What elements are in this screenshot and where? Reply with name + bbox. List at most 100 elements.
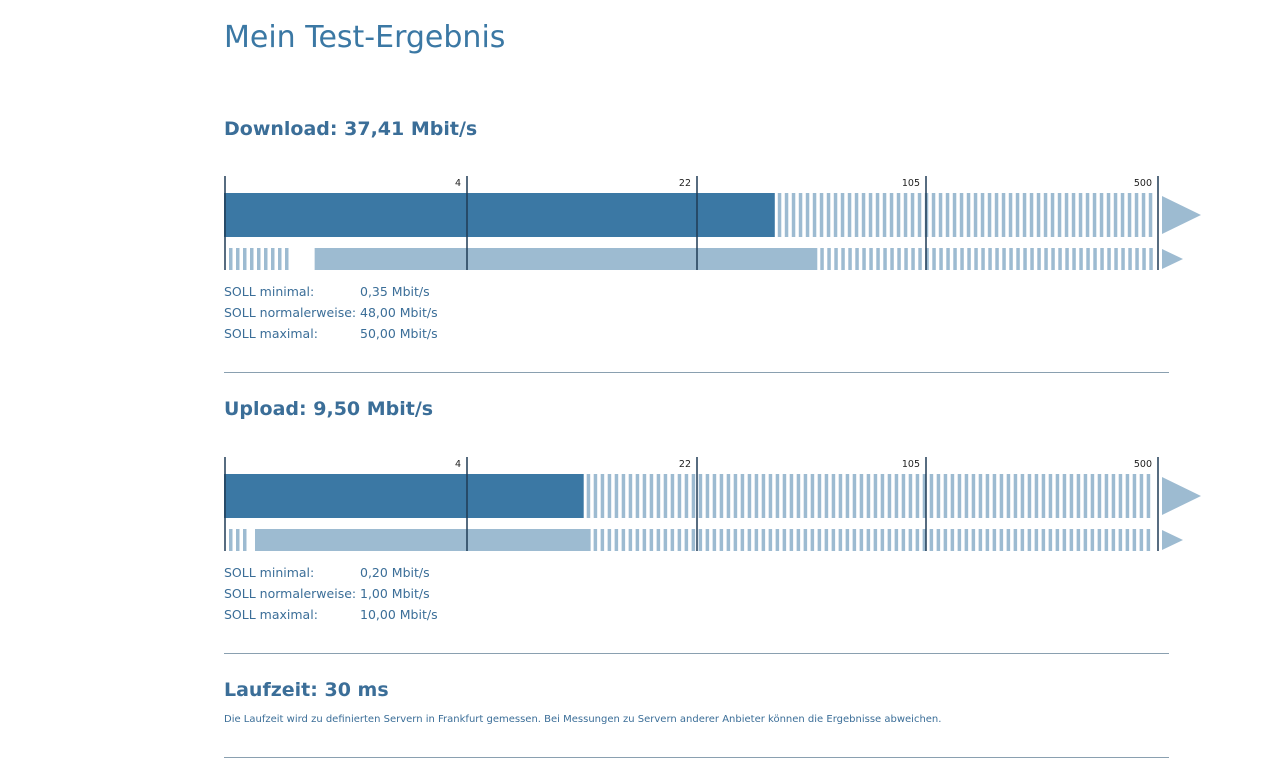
measured-bar-stripe	[712, 474, 717, 518]
measured-bar-stripe	[945, 193, 950, 237]
soll-range-stripe	[789, 529, 794, 551]
measured-bar-stripe	[1041, 474, 1046, 518]
measured-bar-stripe	[819, 193, 824, 237]
measured-bar-stripe	[761, 474, 766, 518]
soll-range-stripe	[999, 529, 1004, 551]
measured-bar-stripe	[894, 474, 899, 518]
soll-row-normal: SOLL normalerweise: 48,00 Mbit/s	[224, 302, 438, 323]
download-heading: Download: 37,41 Mbit/s	[224, 118, 477, 140]
soll-label: SOLL maximal:	[224, 326, 318, 341]
soll-range-stripe	[953, 248, 957, 270]
measured-bar-stripe	[880, 474, 885, 518]
soll-range-stripe	[1093, 248, 1097, 270]
soll-range-stripe	[1044, 248, 1048, 270]
soll-range-stripe	[705, 529, 710, 551]
measured-bar-stripe	[719, 474, 724, 518]
soll-range-stripe	[887, 529, 892, 551]
scale-tick-label: 4	[455, 459, 461, 470]
soll-range-stripe	[995, 248, 999, 270]
soll-range-stripe	[827, 248, 831, 270]
measured-bar-stripe	[980, 193, 985, 237]
measured-bar-stripe	[621, 474, 626, 518]
measured-bar-stripe	[649, 474, 654, 518]
measured-bar-stripe	[838, 474, 843, 518]
measured-bar-stripe	[670, 474, 675, 518]
measured-bar-stripe	[803, 474, 808, 518]
soll-range-stripe	[712, 529, 717, 551]
soll-range-stripe	[719, 529, 724, 551]
download-soll-list: SOLL minimal: 0,35 Mbit/s SOLL normalerw…	[224, 281, 438, 344]
measured-bar-stripe	[915, 474, 920, 518]
soll-value: 48,00 Mbit/s	[360, 305, 438, 320]
measured-bar-stripe	[1118, 474, 1123, 518]
measured-bar-stripe	[1069, 474, 1074, 518]
measured-bar-stripe	[733, 474, 738, 518]
measured-bar-stripe	[861, 193, 866, 237]
soll-row-max: SOLL maximal: 50,00 Mbit/s	[224, 323, 438, 344]
measured-bar-stripe	[1148, 193, 1153, 237]
soll-range-stripe	[960, 248, 964, 270]
soll-range-stripe	[848, 248, 852, 270]
measured-bar-stripe	[1141, 193, 1146, 237]
measured-bar-stripe	[642, 474, 647, 518]
soll-range-stripe	[1146, 529, 1151, 551]
soll-range-stripe	[866, 529, 871, 551]
soll-range-stripe	[992, 529, 997, 551]
soll-range-stripe	[834, 248, 838, 270]
measured-bar-stripe	[614, 474, 619, 518]
soll-range-stripe	[974, 248, 978, 270]
measured-bar-stripe	[938, 193, 943, 237]
measured-bar-stripe	[1062, 474, 1067, 518]
soll-range-stripe	[1118, 529, 1123, 551]
soll-range-stripe	[1020, 529, 1025, 551]
measured-bar-stripe	[1020, 474, 1025, 518]
measured-bar-stripe	[1083, 474, 1088, 518]
soll-range-stripe	[950, 529, 955, 551]
download-speed-chart: 4 22 105 500	[224, 172, 1209, 272]
measured-bar-stripe	[1134, 193, 1139, 237]
measured-bar-stripe	[1029, 193, 1034, 237]
measured-bar-stripe	[852, 474, 857, 518]
soll-range-stripe	[621, 529, 626, 551]
measured-bar-stripe	[747, 474, 752, 518]
measured-bar-stripe	[628, 474, 633, 518]
soll-range-stripe	[1142, 248, 1146, 270]
measured-bar-stripe	[1111, 474, 1116, 518]
soll-range-stripe	[635, 529, 640, 551]
measured-bar-stripe	[854, 193, 859, 237]
soll-range-stripe	[1100, 248, 1104, 270]
soll-range-stripe	[628, 529, 633, 551]
soll-range-stripe	[243, 529, 247, 551]
section-divider	[224, 372, 1169, 373]
soll-range-stripe	[1055, 529, 1060, 551]
soll-range-stripe	[229, 529, 233, 551]
soll-range-stripe	[908, 529, 913, 551]
measured-bar-stripe	[1132, 474, 1137, 518]
soll-range-stripe	[981, 248, 985, 270]
measured-bar-stripe	[782, 474, 787, 518]
measured-bar-stripe	[740, 474, 745, 518]
measured-bar-stripe	[796, 474, 801, 518]
measured-bar-stripe	[889, 193, 894, 237]
soll-range-stripe	[243, 248, 247, 270]
soll-range-stripe	[1135, 248, 1139, 270]
soll-range-stripe	[911, 248, 915, 270]
measured-bar-stripe	[966, 193, 971, 237]
soll-range-stripe	[271, 248, 275, 270]
latency-heading: Laufzeit: 30 ms	[224, 679, 389, 701]
soll-range-stripe	[1104, 529, 1109, 551]
measured-bar-stripe	[754, 474, 759, 518]
measured-bar-stripe	[1013, 474, 1018, 518]
soll-range-stripe	[768, 529, 773, 551]
measured-bar-stripe	[994, 193, 999, 237]
soll-range-stripe	[761, 529, 766, 551]
measured-bar-stripe	[985, 474, 990, 518]
measured-bar-stripe	[901, 474, 906, 518]
measured-bar-stripe	[635, 474, 640, 518]
soll-range-stripe	[593, 529, 598, 551]
measured-bar-stripe	[791, 193, 796, 237]
soll-range-stripe	[754, 529, 759, 551]
soll-range-stripe	[838, 529, 843, 551]
soll-label: SOLL minimal:	[224, 284, 315, 299]
soll-label: SOLL maximal:	[224, 607, 318, 622]
